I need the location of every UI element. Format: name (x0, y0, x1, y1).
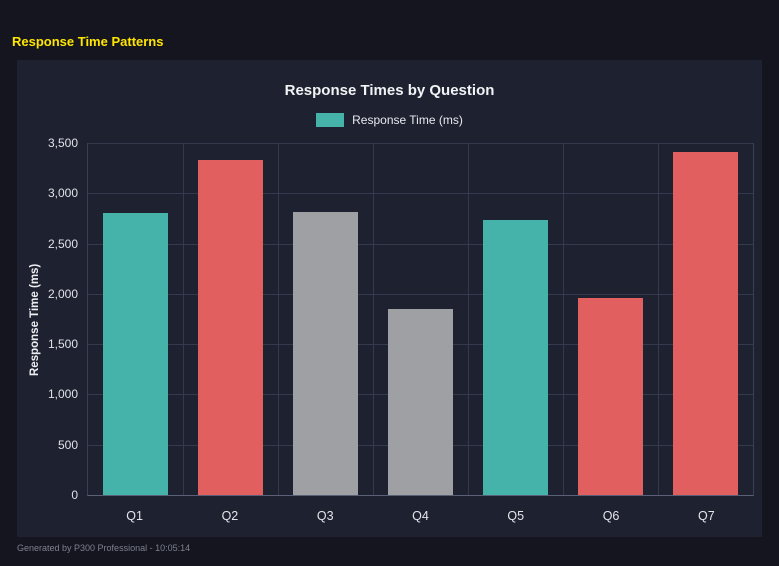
bar-Q3 (293, 212, 358, 495)
y-tick-label: 3,000 (47, 186, 78, 201)
bar-Q1 (103, 213, 168, 495)
y-tick-label: 3,500 (47, 136, 78, 150)
gridline-horizontal (88, 293, 753, 295)
plot-area: 0 500 1,000 1,500 2,000 2,500 3,000 3,500 (48, 136, 754, 502)
x-tick-label: Q5 (507, 509, 525, 523)
bar-Q7 (673, 152, 738, 495)
y-tick-label: 1,000 (47, 387, 78, 402)
footer-text: Generated by P300 Professional - 10:05:1… (17, 543, 191, 553)
legend-swatch (316, 113, 345, 127)
gridline-vertical (278, 143, 279, 495)
bar-slot (563, 143, 658, 495)
page-title: Response Time Patterns (12, 34, 164, 49)
x-tick-label: Q1 (126, 509, 143, 523)
y-tick-label: 2,500 (47, 236, 78, 251)
x-tick-label: Q7 (697, 509, 715, 523)
bar-Q4 (388, 308, 453, 495)
x-tick-label: Q4 (412, 509, 429, 523)
x-tick-label: Q6 (602, 509, 620, 523)
x-axis-labels: Q1 Q2 Q3 Q4 Q5 Q6 Q7 (87, 509, 754, 525)
bar-slot (468, 143, 563, 495)
gridline-vertical (468, 143, 469, 495)
gridline-horizontal (88, 243, 753, 245)
y-axis-title: Response Time (ms) (29, 263, 41, 376)
bar-Q5 (483, 220, 548, 495)
gridline-vertical (373, 143, 374, 495)
legend-label: Response Time (ms) (352, 113, 463, 127)
bar-slot (658, 143, 753, 495)
gridline-vertical (183, 143, 184, 495)
legend[interactable]: Response Time (ms) (17, 113, 762, 127)
bar-slot (88, 143, 183, 495)
gridline-horizontal (88, 193, 753, 195)
x-tick-label: Q2 (221, 509, 239, 523)
x-tick-label: Q3 (316, 509, 334, 523)
gridline-vertical (658, 143, 659, 495)
gridline-vertical (563, 143, 564, 495)
chart-panel: Response Times by Question Response Time… (17, 60, 762, 537)
y-tick-label: 2,000 (47, 286, 78, 301)
bar-slot (373, 143, 468, 495)
bar-slot (278, 143, 373, 495)
y-tick-label: 500 (57, 437, 78, 452)
bar-Q2 (198, 160, 263, 495)
gridline-horizontal (88, 143, 753, 144)
y-tick-label: 0 (71, 488, 78, 502)
bar-slot (183, 143, 278, 495)
bar-Q6 (578, 297, 643, 495)
bars-layer (88, 143, 753, 495)
y-tick-label: 1,500 (47, 337, 78, 352)
chart-title: Response Times by Question (284, 82, 495, 99)
